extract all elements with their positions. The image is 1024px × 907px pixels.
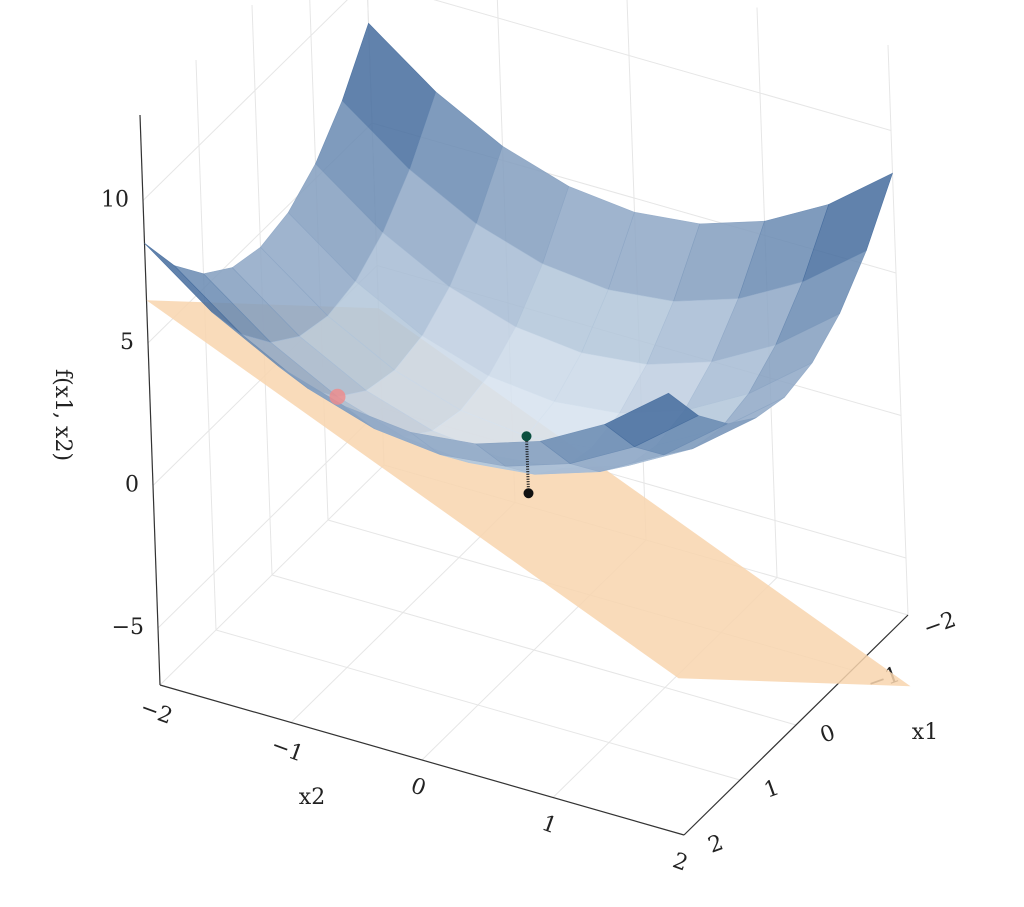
z-tick-label: 5: [120, 330, 134, 355]
x1-tick-label: 0: [817, 720, 839, 748]
x1-axis-line: [683, 614, 909, 836]
x2-tick-label: 0: [407, 773, 429, 801]
x2-tick-label: −1: [268, 733, 307, 768]
grid-line: [159, 464, 385, 686]
z-axis-title: f(x1, x2): [50, 369, 75, 461]
x2-axis-title: x2: [299, 785, 325, 810]
z-axis-line: [139, 114, 161, 686]
grid-line: [195, 59, 217, 631]
x2-tick-label: −2: [137, 695, 176, 730]
point: [329, 388, 346, 405]
grid-line: [157, 407, 383, 629]
grid-line: [433, 0, 892, 131]
z-tick-label: −5: [112, 615, 144, 640]
x1-tick-label: 2: [705, 830, 727, 858]
x2-tick-label: 1: [538, 811, 560, 839]
surface-patch: [604, 392, 699, 448]
grid-line: [887, 44, 909, 616]
grid-line: [290, 502, 516, 723]
gap-segment: [525, 436, 530, 494]
point: [521, 431, 532, 442]
x1-tick-label: −2: [920, 607, 959, 642]
grid-line: [142, 0, 348, 201]
x2-tick-label: 2: [669, 848, 691, 876]
x1-axis-title: x1: [912, 720, 938, 745]
point: [523, 488, 534, 499]
z-tick-label: 0: [125, 473, 139, 498]
z-tick-label: 10: [101, 188, 129, 213]
x1-tick-label: 1: [761, 775, 783, 803]
x2-axis-line: [159, 684, 685, 836]
